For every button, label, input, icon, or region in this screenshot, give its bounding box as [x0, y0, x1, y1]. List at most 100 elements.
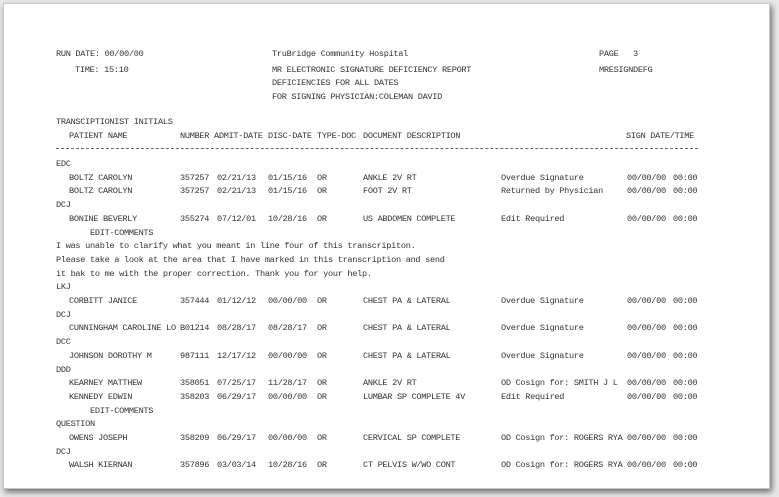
patient-name: BONINE BEVERLY: [69, 213, 137, 224]
run-date: RUN DATE: 00/00/00: [56, 49, 144, 59]
sign-date: 00/00/00: [627, 460, 666, 471]
sign-date: 00/00/00: [627, 323, 666, 334]
admit-date: 07/25/17: [217, 378, 256, 389]
group-label-header: TRANSCIPTIONIST INITIALS: [56, 117, 173, 127]
status: Edit Required: [501, 391, 565, 402]
edit-comment-text: it bak to me with the proper correction.…: [56, 268, 372, 279]
type-doc: OR: [317, 460, 327, 471]
number: 987111: [180, 350, 210, 361]
transcriptionist-initials: EDC: [56, 159, 71, 169]
sign-date: 00/00/00: [627, 172, 666, 183]
patient-name: CORBITT JANICE: [69, 296, 137, 306]
patient-name: JOHNSON DOROTHY M: [69, 350, 152, 361]
sign-time: 00:00: [673, 172, 698, 183]
admit-date: 12/17/12: [217, 350, 256, 361]
sign-date: 00/00/00: [627, 186, 666, 197]
type-doc: OR: [317, 172, 327, 183]
disc-date: 08/28/17: [268, 323, 307, 334]
report-code: MRESIGNDEFG: [599, 65, 653, 75]
type-doc: OR: [317, 433, 327, 443]
sign-date: 00/00/00: [627, 296, 666, 306]
sign-date: 00/00/00: [627, 378, 666, 389]
disc-date: 00/00/00: [268, 433, 307, 443]
status: Returned by Physician: [501, 186, 603, 197]
status: OD Cosign for: ROGERS RYA: [501, 460, 623, 471]
patient-name: KENNEDY EDWIN: [69, 391, 133, 402]
sign-time: 00:00: [673, 186, 698, 197]
patient-name: KEARNEY MATTHEW: [69, 378, 142, 389]
number: 357257: [180, 172, 210, 183]
disc-date: 10/28/16: [268, 213, 307, 224]
type-doc: OR: [317, 323, 327, 334]
edit-comments-label: EDIT-COMMENTS: [90, 405, 154, 416]
sign-date: 00/00/00: [627, 213, 666, 224]
type-doc: OR: [317, 378, 327, 389]
sign-time: 00:00: [673, 433, 698, 443]
run-time: TIME: 15:10: [75, 65, 129, 75]
admit-date: 06/29/17: [217, 391, 256, 402]
status: OD Cosign for: ROGERS RYA: [501, 433, 623, 443]
sign-time: 00:00: [673, 323, 698, 334]
status: Edit Required: [501, 213, 565, 224]
admit-date: 07/12/01: [217, 213, 256, 224]
transcriptionist-initials: DDD: [56, 364, 71, 375]
col-patient-name: PATIENT NAME: [69, 131, 128, 141]
type-doc: OR: [317, 213, 327, 224]
edit-comment-text: I was unable to clarify what you meant i…: [56, 241, 416, 252]
edit-comments-label: EDIT-COMMENTS: [90, 227, 154, 238]
signing-physician: FOR SIGNING PHYSICIAN:COLEMAN DAVID: [272, 92, 442, 102]
col-description: DOCUMENT DESCRIPTION: [363, 131, 461, 141]
sign-time: 00:00: [673, 460, 698, 471]
sign-time: 00:00: [673, 213, 698, 224]
description: LUMBAR SP COMPLETE 4V: [363, 391, 465, 402]
type-doc: OR: [317, 350, 327, 361]
hospital-name: TruBridge Community Hospital: [272, 49, 408, 59]
patient-name: BOLTZ CAROLYN: [69, 186, 133, 197]
description: CHEST PA & LATERAL: [363, 323, 451, 334]
type-doc: OR: [317, 391, 327, 402]
admit-date: 02/21/13: [217, 186, 256, 197]
col-disc-date: DISC-DATE: [268, 131, 312, 141]
number: 357444: [180, 296, 210, 306]
status: Overdue Signature: [501, 350, 584, 361]
col-admit-date: ADMIT-DATE: [214, 131, 263, 141]
number: 358051: [180, 378, 210, 389]
number: 357896: [180, 460, 210, 471]
sign-time: 00:00: [673, 378, 698, 389]
patient-name: WALSH KIERNAN: [69, 460, 133, 471]
status: OD Cosign for: SMITH J L: [501, 378, 618, 389]
disc-date: 11/28/17: [268, 378, 307, 389]
sign-date: 00/00/00: [627, 433, 666, 443]
type-doc: OR: [317, 296, 327, 306]
status: Overdue Signature: [501, 323, 584, 334]
transcriptionist-initials: DCJ: [56, 200, 71, 211]
admit-date: 01/12/12: [217, 296, 256, 306]
number: 357257: [180, 186, 210, 197]
description: CT PELVIS W/WO CONT: [363, 460, 456, 471]
status: Overdue Signature: [501, 172, 584, 183]
disc-date: 00/00/00: [268, 350, 307, 361]
description: FOOT 2V RT: [363, 186, 412, 197]
description: CERVICAL SP COMPLETE: [363, 433, 461, 443]
report-subtitle: DEFICIENCIES FOR ALL DATES: [272, 78, 399, 88]
disc-date: 00/00/00: [268, 391, 307, 402]
type-doc: OR: [317, 186, 327, 197]
sign-time: 00:00: [673, 350, 698, 361]
report-page: RUN DATE: 00/00/00 TIME: 15:10 TruBridge…: [3, 3, 770, 489]
disc-date: 01/15/16: [268, 186, 307, 197]
edit-comment-text: Please take a look at the area that I ha…: [56, 254, 445, 265]
disc-date: 10/28/16: [268, 460, 307, 471]
description: ANKLE 2V RT: [363, 378, 417, 389]
sign-time: 00:00: [673, 391, 698, 402]
patient-name: OWENS JOSEPH: [69, 433, 128, 443]
patient-name: CUNNINGHAM CAROLINE LO: [69, 323, 176, 334]
admit-date: 03/03/14: [217, 460, 256, 471]
report-title: MR ELECTRONIC SIGNATURE DEFICIENCY REPOR…: [272, 65, 472, 75]
transcriptionist-initials: LKJ: [56, 282, 71, 293]
disc-date: 01/15/16: [268, 172, 307, 183]
number: 358209: [180, 433, 210, 443]
admit-date: 02/21/13: [217, 172, 256, 183]
sign-time: 00:00: [673, 296, 698, 306]
admit-date: 08/28/17: [217, 323, 256, 334]
transcriptionist-initials: DCC: [56, 337, 71, 348]
